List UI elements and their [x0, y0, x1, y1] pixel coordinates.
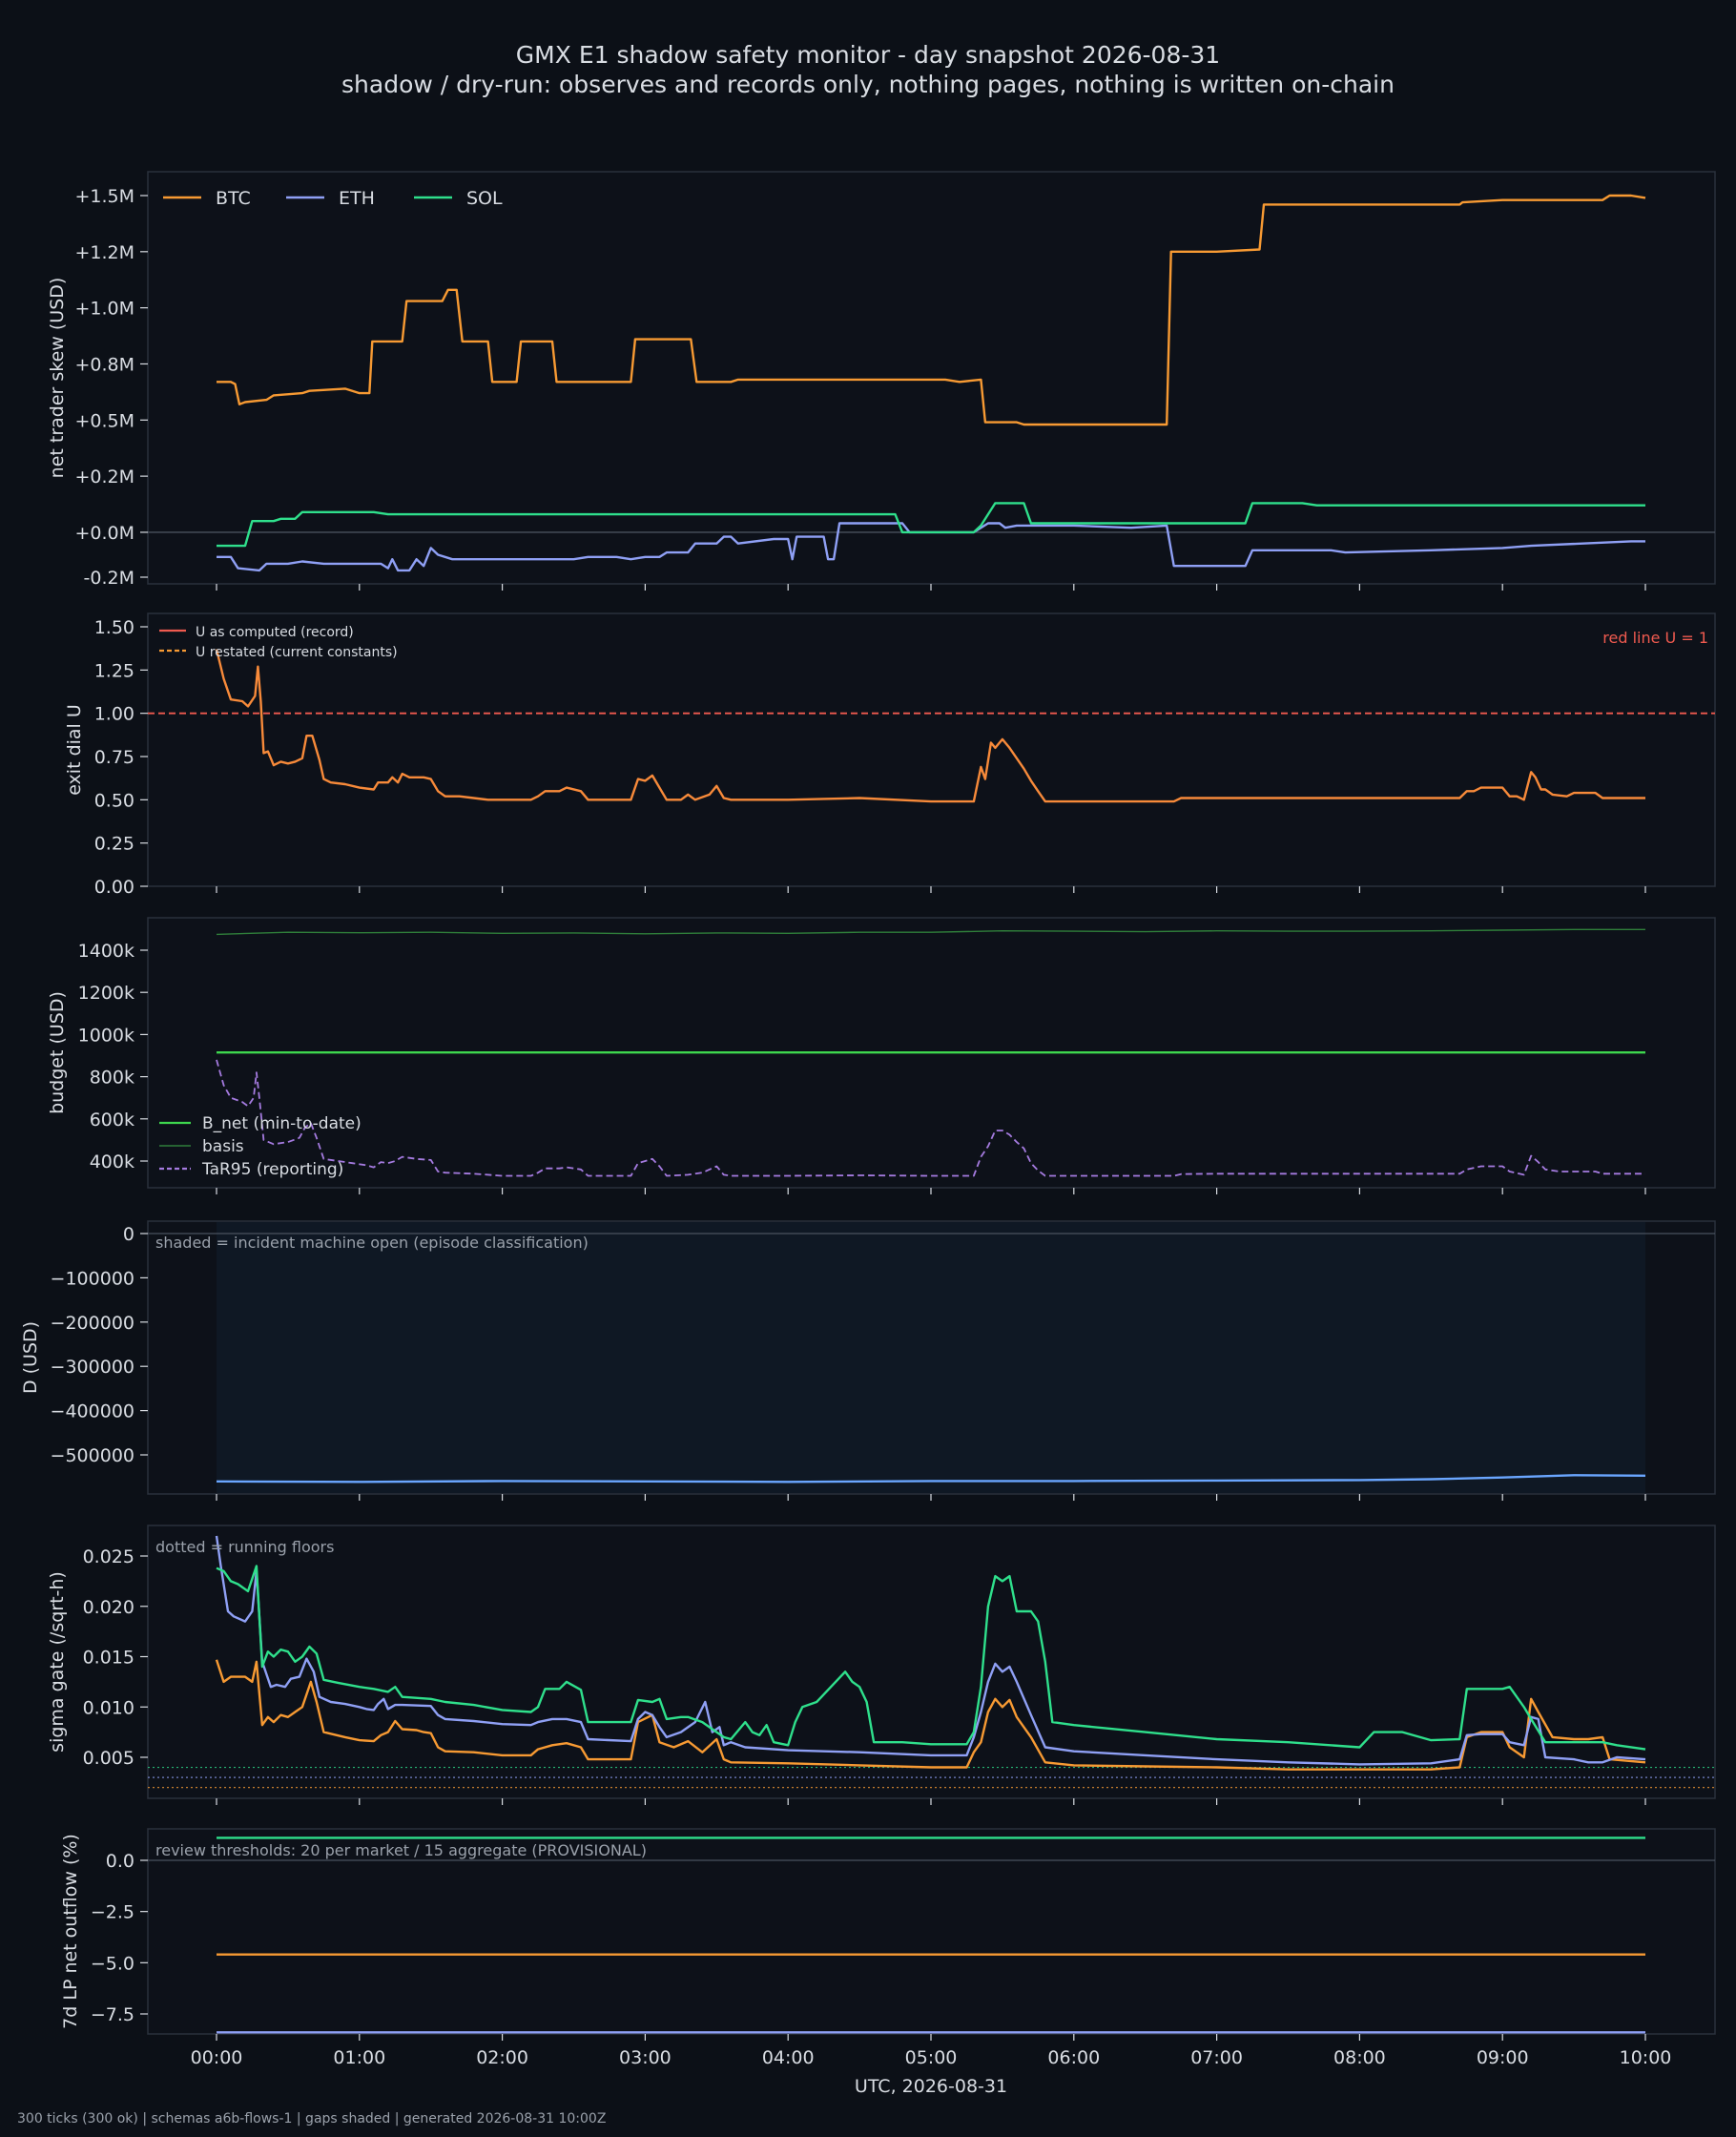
panel-frame [147, 612, 1716, 887]
y-tick-label: 0.50 [94, 790, 134, 811]
x-tick-label: 07:00 [1190, 2047, 1243, 2068]
y-tick-label: −5.0 [91, 1953, 134, 1974]
panel-annotation: shaded = incident machine open (episode … [155, 1234, 589, 1252]
legend-label: U restated (current constants) [196, 645, 398, 660]
y-tick-label: 0.020 [83, 1597, 134, 1618]
y-tick-label: 800k [90, 1068, 134, 1089]
x-tick-label: 00:00 [191, 2047, 243, 2068]
panel-5: 0.005 0.010 0.015 0.020 0.025 sigma gate (/sq… [47, 1525, 1716, 1805]
y-tick-label: 0 [123, 1224, 134, 1245]
y-tick-label: +0.2M [74, 467, 134, 488]
y-tick-label: +0.0M [74, 523, 134, 544]
x-tick-label: 10:00 [1620, 2047, 1672, 2068]
panel-frame [147, 171, 1716, 585]
y-tick-label: 0.005 [83, 1748, 134, 1769]
panel-6: 0.0 −2.5 −5.0 −7.5 7d LP net outflow (%) revi… [60, 1828, 1716, 2097]
panel-frame [147, 1525, 1716, 1799]
legend-label: SOL [466, 188, 503, 209]
y-axis-label: budget (USD) [47, 991, 68, 1114]
y-tick-label: +1.2M [74, 242, 134, 263]
y-tick-label: −2.5 [91, 1902, 134, 1923]
x-tick-label: 05:00 [905, 2047, 958, 2068]
figure-subtitle: shadow / dry-run: observes and records o… [341, 71, 1395, 98]
y-axis-label: D (USD) [20, 1321, 41, 1394]
status-footer: 300 ticks (300 ok) | schemas a6b-flows-1… [17, 2111, 607, 2127]
y-tick-label: +1.0M [74, 299, 134, 320]
x-tick-label: 02:00 [476, 2047, 528, 2068]
y-tick-label: −7.5 [91, 2004, 134, 2025]
y-tick-label: 0.25 [94, 834, 134, 855]
y-tick-label: +1.5M [74, 186, 134, 207]
y-tick-label: 1000k [78, 1025, 134, 1046]
x-tick-label: 04:00 [762, 2047, 815, 2068]
y-tick-label: 600k [90, 1110, 134, 1131]
series-line-d [216, 1474, 1646, 1483]
y-tick-label: 1200k [78, 983, 134, 1004]
legend-label: B_net (min-to-date) [202, 1114, 362, 1133]
x-tick-label: 01:00 [333, 2047, 385, 2068]
panel-3: 400k 600k 800k 1000k 1200k 1400k budget (USD) B… [47, 917, 1716, 1194]
panel-4: 0 −100000 −200000 −300000 −400000 −500000 D (U… [20, 1220, 1716, 1501]
legend-label: ETH [339, 188, 375, 209]
series-line-eth [217, 522, 1645, 572]
series-line-basis [216, 928, 1645, 936]
x-axis-label: UTC, 2026-08-31 [855, 2076, 1007, 2097]
y-tick-label: 0.015 [83, 1648, 134, 1669]
series-line-sol [216, 1565, 1646, 1751]
x-tick-label: 06:00 [1047, 2047, 1100, 2068]
series-line-btc [215, 1659, 1646, 1771]
panel-frame [147, 1828, 1716, 2035]
series-line-btc [217, 194, 1646, 426]
y-tick-label: +0.8M [74, 354, 134, 375]
threshold-label: red line U = 1 [1602, 629, 1708, 647]
y-tick-label: 400k [90, 1151, 134, 1172]
panel-annotation: dotted = running floors [155, 1538, 334, 1556]
legend: BTC ETH SOL [163, 188, 503, 209]
y-tick-label: 1.00 [94, 704, 134, 725]
legend-label: TaR95 (reporting) [201, 1160, 343, 1179]
y-axis-label: net trader skew (USD) [47, 278, 68, 479]
x-tick-label: 03:00 [619, 2047, 672, 2068]
y-tick-label: −200000 [51, 1313, 134, 1334]
y-axis-label: sigma gate (/sqrt-h) [47, 1571, 68, 1753]
legend-label: BTC [216, 188, 251, 209]
y-tick-label: −100000 [51, 1268, 134, 1289]
series-line-eth [215, 1535, 1646, 1766]
panel-annotation: review thresholds: 20 per market / 15 ag… [155, 1841, 647, 1859]
legend-label: U as computed (record) [196, 625, 354, 640]
y-tick-label: +0.5M [74, 410, 134, 431]
legend: U as computed (record) U restated (curren… [159, 625, 398, 660]
y-tick-label: 1.25 [94, 660, 134, 681]
y-axis-label: exit dial U [64, 704, 85, 796]
panel-1: -0.2M +0.0M +0.2M +0.5M +0.8M +1.0M +1.2M +1.5M… [47, 171, 1716, 591]
y-tick-label: 1400k [78, 941, 134, 962]
y-tick-label: 0.75 [94, 747, 134, 768]
y-tick-label: −400000 [51, 1401, 134, 1422]
y-tick-label: −500000 [51, 1445, 134, 1466]
legend: B_net (min-to-date) basis TaR95 (reporting… [159, 1114, 362, 1179]
x-tick-label: 09:00 [1477, 2047, 1529, 2068]
series-line-sol [217, 502, 1645, 548]
figure-title: GMX E1 shadow safety monitor - day snaps… [0, 40, 1736, 99]
figure-title-main: GMX E1 shadow safety monitor - day snaps… [515, 41, 1221, 69]
y-tick-label: 0.010 [83, 1697, 134, 1718]
y-tick-label: 0.0 [106, 1851, 134, 1872]
y-tick-label: 0.00 [94, 877, 134, 898]
series-line-tar95-reporting- [216, 1059, 1645, 1177]
incident-shade [217, 1222, 1645, 1493]
y-axis-label: 7d LP net outflow (%) [60, 1834, 81, 2029]
y-tick-label: −300000 [51, 1357, 134, 1378]
x-tick-label: 08:00 [1333, 2047, 1386, 2068]
legend-label: basis [202, 1137, 244, 1156]
series-line-u-as-computed-record- [215, 649, 1645, 803]
y-tick-label: -0.2M [84, 568, 134, 589]
y-tick-label: 1.50 [94, 617, 134, 638]
panel-2: 0.00 0.25 0.50 0.75 1.00 1.25 1.50 exit dial U r… [64, 612, 1716, 898]
y-tick-label: 0.025 [83, 1546, 134, 1567]
